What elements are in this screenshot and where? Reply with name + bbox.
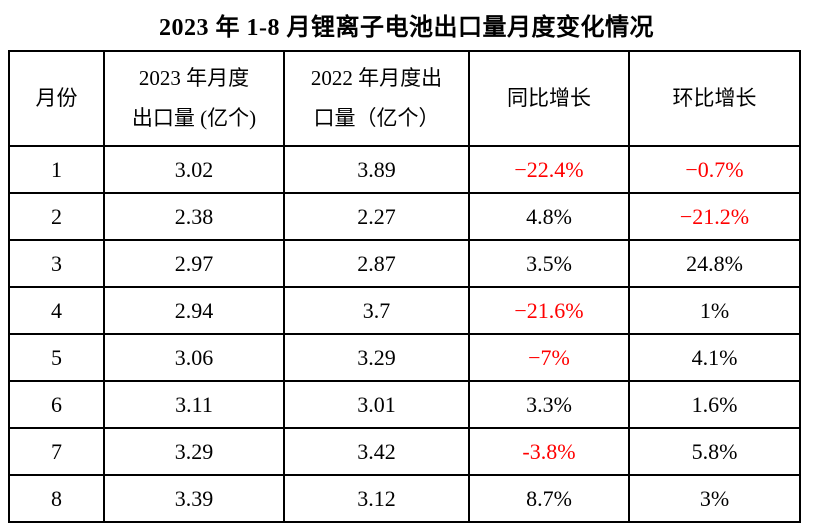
table-row: 3 2.97 2.87 3.5% 24.8%: [8, 239, 801, 288]
yoy-growth-cell: 8.7%: [468, 474, 630, 523]
export-2022-cell: 3.89: [283, 145, 470, 194]
export-2023-cell: 2.94: [103, 286, 285, 335]
month-cell: 5: [8, 333, 105, 382]
export-2023-cell: 3.02: [103, 145, 285, 194]
yoy-growth-column-header: 同比增长: [468, 50, 630, 147]
yoy-growth-cell: −7%: [468, 333, 630, 382]
yoy-growth-cell: −22.4%: [468, 145, 630, 194]
export-2022-cell: 2.87: [283, 239, 470, 288]
header-line: 同比增长: [507, 85, 591, 110]
export-data-table: 月份 2023 年月度 出口量 (亿个) 2022 年月度出 口量（亿个） 同比…: [8, 50, 801, 523]
yoy-growth-cell: 4.8%: [468, 192, 630, 241]
yoy-growth-cell: 3.3%: [468, 380, 630, 429]
export-2022-cell: 3.7: [283, 286, 470, 335]
table-row: 8 3.39 3.12 8.7% 3%: [8, 474, 801, 523]
export-2023-cell: 3.29: [103, 427, 285, 476]
export-2023-cell: 2.97: [103, 239, 285, 288]
mom-growth-cell: 3%: [628, 474, 801, 523]
export-2023-cell: 3.11: [103, 380, 285, 429]
export-2022-cell: 3.12: [283, 474, 470, 523]
header-line: 环比增长: [672, 85, 757, 110]
month-cell: 8: [8, 474, 105, 523]
export-2022-cell: 3.01: [283, 380, 470, 429]
table-row: 6 3.11 3.01 3.3% 1.6%: [8, 380, 801, 429]
month-cell: 4: [8, 286, 105, 335]
table-row: 1 3.02 3.89 −22.4% −0.7%: [8, 145, 801, 194]
header-line: 口量（亿个）: [313, 106, 440, 130]
month-cell: 3: [8, 239, 105, 288]
month-cell: 1: [8, 145, 105, 194]
header-line: 2023 年月度: [138, 65, 250, 90]
export-2023-cell: 3.06: [103, 333, 285, 382]
mom-growth-cell: −21.2%: [628, 192, 801, 241]
export-2022-cell: 2.27: [283, 192, 470, 241]
table-row: 2 2.38 2.27 4.8% −21.2%: [8, 192, 801, 241]
table-row: 4 2.94 3.7 −21.6% 1%: [8, 286, 801, 335]
month-cell: 6: [8, 380, 105, 429]
month-column-header: 月份: [8, 50, 105, 147]
mom-growth-cell: 24.8%: [628, 239, 801, 288]
export-2023-column-header: 2023 年月度 出口量 (亿个): [103, 50, 285, 147]
export-2023-cell: 3.39: [103, 474, 285, 523]
yoy-growth-cell: 3.5%: [468, 239, 630, 288]
export-2023-cell: 2.38: [103, 192, 285, 241]
table-row: 7 3.29 3.42 -3.8% 5.8%: [8, 427, 801, 476]
yoy-growth-cell: −21.6%: [468, 286, 630, 335]
mom-growth-cell: −0.7%: [628, 145, 801, 194]
month-cell: 2: [8, 192, 105, 241]
mom-growth-cell: 4.1%: [628, 333, 801, 382]
yoy-growth-cell: -3.8%: [468, 427, 630, 476]
page-title: 2023 年 1-8 月锂离子电池出口量月度变化情况: [159, 15, 654, 41]
mom-growth-cell: 1.6%: [628, 380, 801, 429]
header-line: 出口量 (亿个): [131, 106, 257, 130]
mom-growth-column-header: 环比增长: [628, 50, 801, 147]
export-2022-cell: 3.42: [283, 427, 470, 476]
export-2022-cell: 3.29: [283, 333, 470, 382]
month-cell: 7: [8, 427, 105, 476]
table-row: 5 3.06 3.29 −7% 4.1%: [8, 333, 801, 382]
mom-growth-cell: 1%: [628, 286, 801, 335]
header-line: 月份: [35, 85, 78, 110]
table-header-row: 月份 2023 年月度 出口量 (亿个) 2022 年月度出 口量（亿个） 同比…: [8, 50, 801, 147]
mom-growth-cell: 5.8%: [628, 427, 801, 476]
export-2022-column-header: 2022 年月度出 口量（亿个）: [283, 50, 470, 147]
header-line: 2022 年月度出: [310, 65, 443, 90]
